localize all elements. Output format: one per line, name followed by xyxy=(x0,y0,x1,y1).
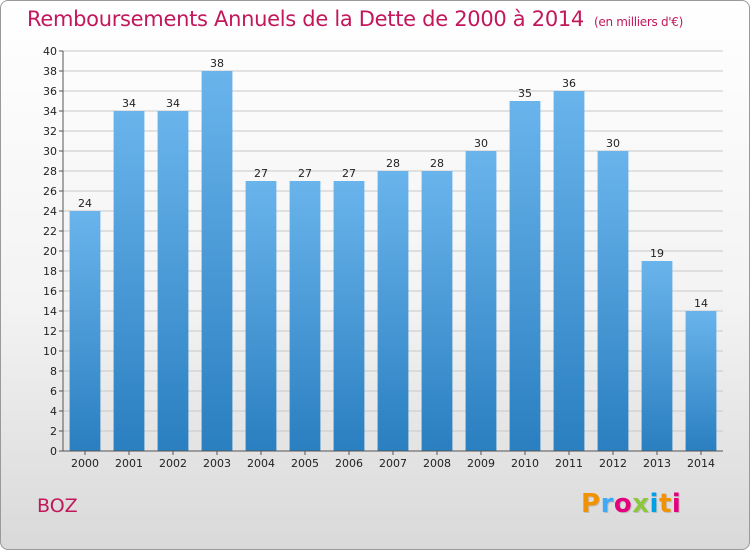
x-tick-label: 2004 xyxy=(247,457,275,470)
x-tick-label: 2003 xyxy=(203,457,231,470)
y-tick-label: 12 xyxy=(43,325,57,338)
bar xyxy=(641,261,673,451)
data-label: 27 xyxy=(298,167,312,180)
bar xyxy=(553,91,585,451)
unit-note: (en milliers d'€) xyxy=(594,15,684,29)
chart-title: Remboursements Annuels de la Dette de 20… xyxy=(27,7,683,31)
y-tick-label: 30 xyxy=(43,145,57,158)
y-tick-label: 2 xyxy=(50,425,57,438)
y-tick-label: 32 xyxy=(43,125,57,138)
x-tick-label: 2008 xyxy=(423,457,451,470)
logo-letter: o xyxy=(613,489,633,519)
data-label: 36 xyxy=(562,77,576,90)
bar xyxy=(421,171,453,451)
data-label: 30 xyxy=(606,137,620,150)
bars: 24 34 34 38 27 27 27 28 28 30 35 36 30 19 14 xyxy=(69,57,717,451)
bar xyxy=(465,151,497,451)
y-tick-label: 22 xyxy=(43,225,57,238)
x-tick-label: 2005 xyxy=(291,457,319,470)
logo-letter: t xyxy=(658,489,672,519)
chart-title-text: Remboursements Annuels de la Dette de 20… xyxy=(27,7,584,31)
x-tick-label: 2010 xyxy=(511,457,539,470)
data-label: 38 xyxy=(210,57,224,70)
y-tick-label: 38 xyxy=(43,65,57,78)
data-label: 30 xyxy=(474,137,488,150)
logo-letter: P xyxy=(581,489,601,519)
data-label: 14 xyxy=(694,297,708,310)
bar xyxy=(157,111,189,451)
y-tick-label: 40 xyxy=(43,45,57,58)
x-tick-label: 2002 xyxy=(159,457,187,470)
y-tick-label: 36 xyxy=(43,85,57,98)
bar xyxy=(113,111,145,451)
data-label: 24 xyxy=(78,197,92,210)
bar xyxy=(245,181,277,451)
y-tick-label: 16 xyxy=(43,285,57,298)
y-tick-label: 28 xyxy=(43,165,57,178)
bar xyxy=(509,101,541,451)
x-tick-label: 2009 xyxy=(467,457,495,470)
y-tick-label: 34 xyxy=(43,105,57,118)
y-tick-label: 14 xyxy=(43,305,57,318)
data-label: 27 xyxy=(254,167,268,180)
x-tick-label: 2001 xyxy=(115,457,143,470)
bar xyxy=(201,71,233,451)
bar xyxy=(333,181,365,451)
x-tick-label: 2007 xyxy=(379,457,407,470)
y-tick-label: 6 xyxy=(50,385,57,398)
commune-name: BOZ xyxy=(37,495,78,517)
data-label: 34 xyxy=(122,97,136,110)
y-tick-label: 0 xyxy=(50,445,57,458)
logo-letter: i xyxy=(671,489,682,519)
data-label: 27 xyxy=(342,167,356,180)
data-label: 34 xyxy=(166,97,180,110)
logo-letter: x xyxy=(632,489,650,519)
axes: 0246810121416182022242628303234363840200… xyxy=(43,45,723,470)
y-tick-label: 18 xyxy=(43,265,57,278)
bar xyxy=(69,211,101,451)
y-tick-label: 10 xyxy=(43,345,57,358)
bar xyxy=(289,181,321,451)
data-label: 28 xyxy=(386,157,400,170)
bar xyxy=(685,311,717,451)
logo-letter: r xyxy=(600,489,614,519)
y-tick-label: 24 xyxy=(43,205,57,218)
proxiti-logo: Proxiti xyxy=(581,489,681,519)
y-tick-label: 26 xyxy=(43,185,57,198)
x-tick-label: 2012 xyxy=(599,457,627,470)
bar xyxy=(377,171,409,451)
logo-letter: i xyxy=(649,489,659,519)
x-tick-label: 2014 xyxy=(687,457,715,470)
y-tick-label: 8 xyxy=(50,365,57,378)
x-tick-label: 2011 xyxy=(555,457,583,470)
data-label: 35 xyxy=(518,87,532,100)
x-tick-label: 2013 xyxy=(643,457,671,470)
x-tick-label: 2006 xyxy=(335,457,363,470)
data-label: 28 xyxy=(430,157,444,170)
y-tick-label: 4 xyxy=(50,405,57,418)
bar xyxy=(597,151,629,451)
data-label: 19 xyxy=(650,247,664,260)
y-tick-label: 20 xyxy=(43,245,57,258)
x-tick-label: 2000 xyxy=(71,457,99,470)
